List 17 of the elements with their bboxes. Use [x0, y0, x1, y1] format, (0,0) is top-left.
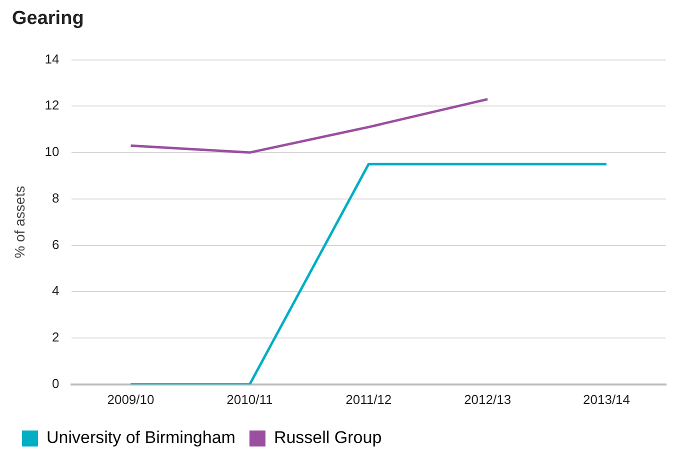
y-tick-label: 8	[52, 190, 60, 206]
y-tick-label: 12	[44, 98, 60, 113]
x-tick-label: 2010/11	[226, 392, 273, 407]
y-tick-label: 6	[52, 236, 60, 252]
y-axis-title: % of assets	[11, 186, 28, 258]
x-tick-label: 2013/14	[583, 392, 630, 407]
y-tick-label: 0	[52, 376, 60, 391]
chart-title: Gearing	[12, 8, 84, 30]
y-tick-label: 14	[44, 51, 60, 66]
y-tick-label: 10	[44, 144, 60, 160]
legend-label: Russell Group	[274, 428, 382, 448]
y-tick-label: 4	[52, 283, 60, 298]
x-tick-label: 2011/12	[346, 392, 392, 407]
x-tick-label: 2012/13	[464, 392, 512, 407]
x-tick-label: 2009/10	[107, 392, 154, 407]
y-tick-label: 2	[52, 330, 60, 345]
legend-label: University of Birmingham	[46, 428, 236, 448]
